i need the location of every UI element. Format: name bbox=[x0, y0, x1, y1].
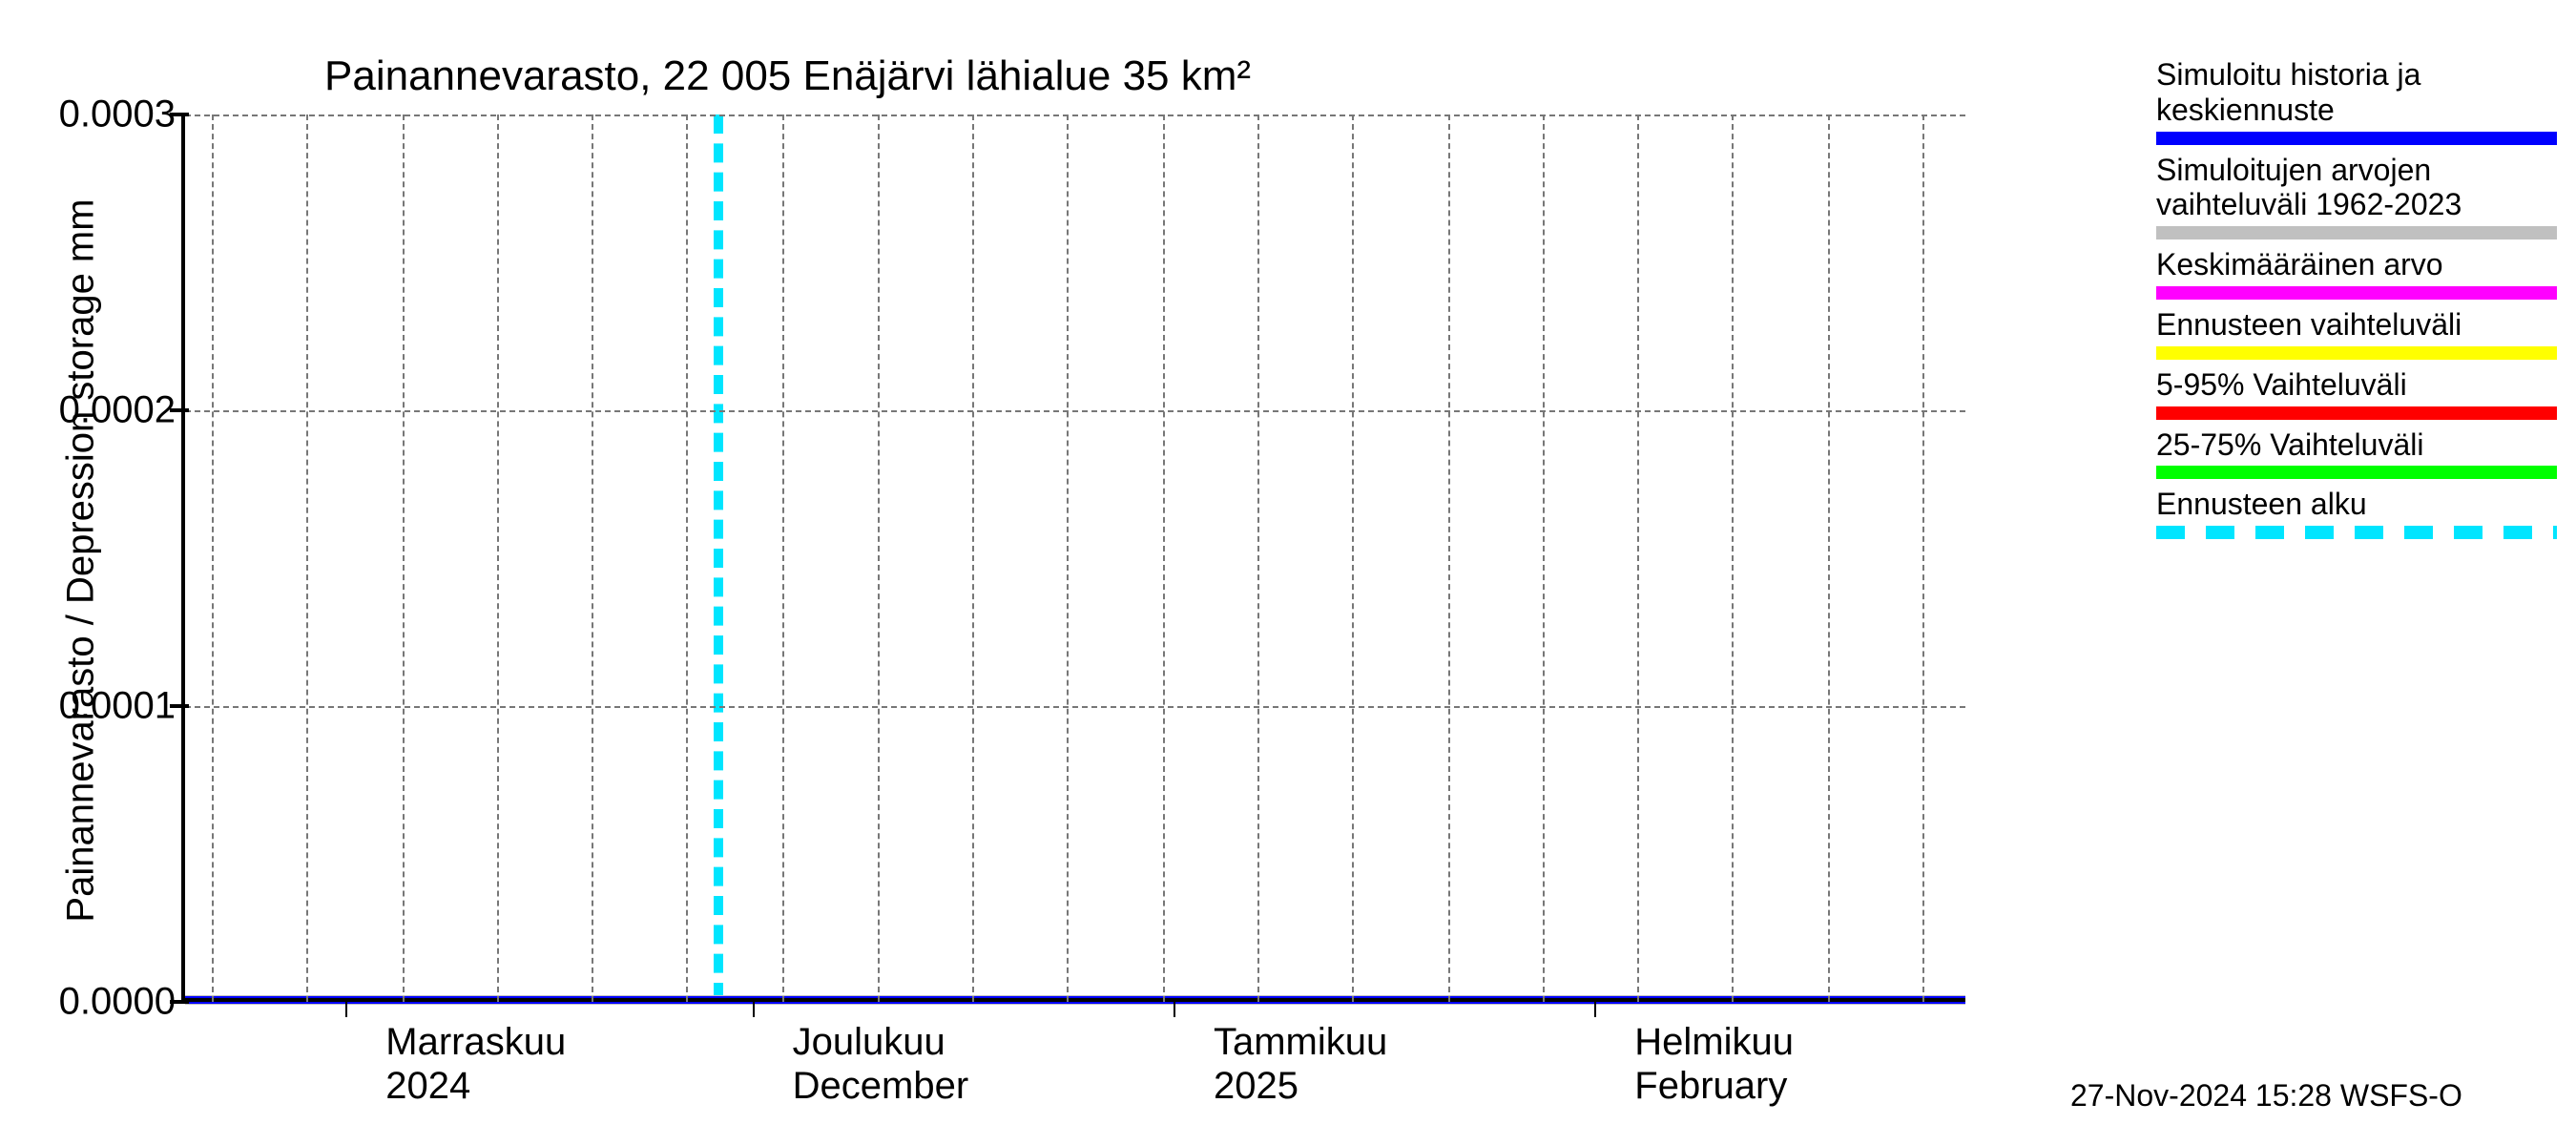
legend-label: 25-75% Vaihteluväli bbox=[2156, 427, 2557, 463]
v-gridline bbox=[1067, 114, 1069, 1002]
y-tick-label: 0.0002 bbox=[59, 389, 185, 432]
x-tick-mark bbox=[1594, 1002, 1596, 1017]
y-tick-label: 0.0003 bbox=[59, 94, 185, 136]
y-tick-label: 0.0001 bbox=[59, 685, 185, 728]
legend-label: Keskimääräinen arvo bbox=[2156, 247, 2557, 282]
v-gridline bbox=[686, 114, 688, 1002]
legend-item: Ennusteen alku bbox=[2156, 487, 2557, 539]
legend-swatch bbox=[2156, 406, 2557, 420]
legend-swatch bbox=[2156, 286, 2557, 300]
y-axis-label: Painannevarasto / Depression storage mm bbox=[60, 132, 103, 990]
h-gridline bbox=[185, 114, 1965, 116]
x-month-label-en: 2024 bbox=[385, 1065, 470, 1108]
x-axis-line bbox=[185, 998, 1965, 1002]
legend-label: Simuloitu historia jakeskiennuste bbox=[2156, 57, 2557, 128]
legend-swatch bbox=[2156, 526, 2557, 539]
timestamp: 27-Nov-2024 15:28 WSFS-O bbox=[2070, 1078, 2462, 1114]
v-gridline bbox=[1448, 114, 1450, 1002]
v-gridline bbox=[1637, 114, 1639, 1002]
legend-swatch bbox=[2156, 466, 2557, 479]
legend-item: Simuloitu historia jakeskiennuste bbox=[2156, 57, 2557, 145]
x-month-label-en: 2025 bbox=[1214, 1065, 1298, 1108]
chart-title: Painannevarasto, 22 005 Enäjärvi lähialu… bbox=[324, 52, 1251, 100]
h-gridline bbox=[185, 706, 1965, 708]
v-gridline bbox=[212, 114, 214, 1002]
legend-swatch bbox=[2156, 346, 2557, 360]
v-gridline bbox=[878, 114, 880, 1002]
legend-swatch bbox=[2156, 226, 2557, 239]
legend-label: Ennusteen vaihteluväli bbox=[2156, 307, 2557, 343]
v-gridline bbox=[403, 114, 405, 1002]
legend-label: 5-95% Vaihteluväli bbox=[2156, 367, 2557, 403]
v-gridline bbox=[1352, 114, 1354, 1002]
legend-item: 25-75% Vaihteluväli bbox=[2156, 427, 2557, 480]
x-tick-mark bbox=[1174, 1002, 1175, 1017]
legend-item: Keskimääräinen arvo bbox=[2156, 247, 2557, 300]
chart-container: Painannevarasto, 22 005 Enäjärvi lähialu… bbox=[0, 0, 2576, 1145]
x-month-label-fi: Marraskuu bbox=[385, 1021, 566, 1064]
v-gridline bbox=[782, 114, 784, 1002]
v-gridline bbox=[306, 114, 308, 1002]
v-gridline bbox=[1732, 114, 1734, 1002]
y-tick-label: 0.0000 bbox=[59, 981, 185, 1024]
legend-item: Simuloitujen arvojenvaihteluväli 1962-20… bbox=[2156, 153, 2557, 240]
legend-label: Ennusteen alku bbox=[2156, 487, 2557, 522]
legend-label: Simuloitujen arvojenvaihteluväli 1962-20… bbox=[2156, 153, 2557, 223]
v-gridline bbox=[1828, 114, 1830, 1002]
legend-item: Ennusteen vaihteluväli bbox=[2156, 307, 2557, 360]
x-month-label-en: February bbox=[1634, 1065, 1787, 1108]
v-gridline bbox=[1543, 114, 1545, 1002]
x-month-label-fi: Tammikuu bbox=[1214, 1021, 1387, 1064]
x-month-label-en: December bbox=[793, 1065, 969, 1108]
v-gridline bbox=[1257, 114, 1259, 1002]
x-tick-mark bbox=[753, 1002, 755, 1017]
legend: Simuloitu historia jakeskiennuste Simuloi… bbox=[2156, 57, 2557, 547]
v-gridline bbox=[592, 114, 593, 1002]
legend-item: 5-95% Vaihteluväli bbox=[2156, 367, 2557, 420]
plot-area: 0.00000.00010.00020.0003 bbox=[181, 114, 1965, 1002]
legend-swatch bbox=[2156, 132, 2557, 145]
v-gridline bbox=[1163, 114, 1165, 1002]
x-tick-mark bbox=[345, 1002, 347, 1017]
x-month-label-fi: Joulukuu bbox=[793, 1021, 945, 1064]
forecast-start-line bbox=[714, 114, 723, 1002]
x-month-label-fi: Helmikuu bbox=[1634, 1021, 1794, 1064]
v-gridline bbox=[972, 114, 974, 1002]
v-gridline bbox=[497, 114, 499, 1002]
h-gridline bbox=[185, 410, 1965, 412]
v-gridline bbox=[1922, 114, 1924, 1002]
